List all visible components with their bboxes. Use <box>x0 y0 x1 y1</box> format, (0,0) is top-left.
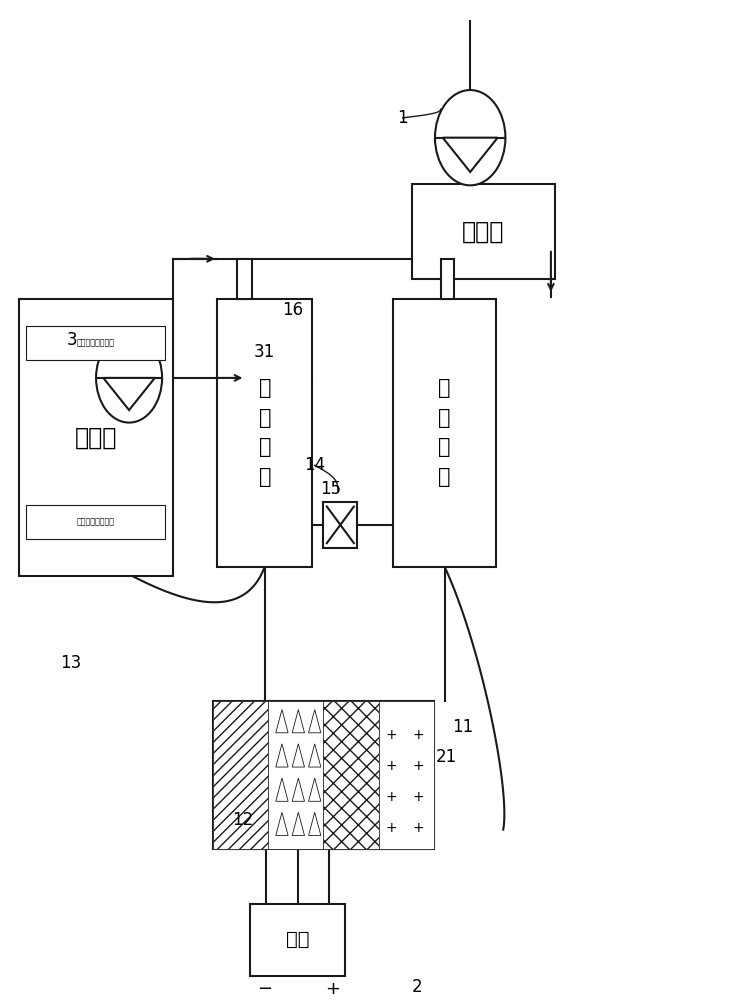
Bar <box>412 184 555 279</box>
Text: +: + <box>386 728 398 742</box>
Text: 31: 31 <box>254 343 276 361</box>
Bar <box>217 299 312 567</box>
Text: 16: 16 <box>282 301 304 319</box>
Text: +: + <box>386 759 398 773</box>
Text: 阴
极
水
室: 阴 极 水 室 <box>259 378 271 487</box>
Text: −: − <box>257 980 273 998</box>
Text: 阳
极
水
室: 阳 极 水 室 <box>438 378 451 487</box>
Polygon shape <box>442 138 498 172</box>
Bar <box>26 326 165 360</box>
Text: 下液位水位传感器: 下液位水位传感器 <box>76 518 115 527</box>
Text: 15: 15 <box>320 480 341 498</box>
Text: 纯水箱: 纯水箱 <box>75 425 118 449</box>
Text: 电源: 电源 <box>286 930 309 949</box>
Bar <box>213 701 268 849</box>
Bar <box>441 259 454 299</box>
Bar <box>237 259 251 299</box>
Circle shape <box>435 90 506 185</box>
Bar <box>250 904 345 976</box>
Bar <box>213 701 434 849</box>
Bar <box>26 505 165 539</box>
Circle shape <box>96 333 162 423</box>
Text: +: + <box>386 821 398 835</box>
Text: 纯水机: 纯水机 <box>462 219 504 243</box>
Text: +: + <box>386 790 398 804</box>
Text: +: + <box>412 821 424 835</box>
Text: 1: 1 <box>398 109 408 127</box>
Bar <box>19 299 173 576</box>
Text: 13: 13 <box>60 654 81 672</box>
Bar <box>268 701 323 849</box>
Polygon shape <box>104 378 155 410</box>
Text: 14: 14 <box>304 456 326 474</box>
Text: +: + <box>412 728 424 742</box>
Text: +: + <box>412 790 424 804</box>
Text: 12: 12 <box>232 811 254 829</box>
Bar <box>393 299 496 567</box>
Bar <box>379 701 434 849</box>
Text: 上液位水位传感器: 上液位水位传感器 <box>76 338 115 347</box>
Bar <box>323 502 357 548</box>
Text: 21: 21 <box>436 748 457 766</box>
Bar <box>323 701 379 849</box>
Text: 11: 11 <box>452 718 473 736</box>
Text: +: + <box>325 980 340 998</box>
Text: 3: 3 <box>67 331 77 349</box>
Text: +: + <box>412 759 424 773</box>
Text: 2: 2 <box>412 978 422 996</box>
